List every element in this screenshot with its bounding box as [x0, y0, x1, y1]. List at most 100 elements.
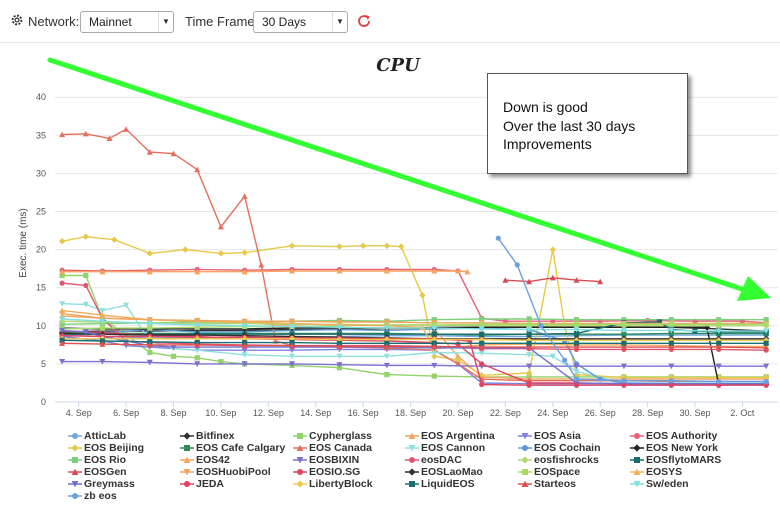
data-point — [495, 235, 501, 241]
timeframe-select[interactable]: 30 Days ▼ — [253, 11, 348, 33]
data-point — [99, 312, 106, 318]
network-select[interactable]: Mainnet ▼ — [80, 11, 174, 33]
data-point — [431, 325, 438, 332]
data-point — [72, 493, 78, 499]
trend-arrow-head — [737, 276, 771, 301]
data-point — [573, 330, 580, 337]
data-point — [621, 378, 627, 384]
data-point — [397, 243, 405, 250]
data-point — [241, 352, 248, 358]
data-point — [146, 250, 154, 257]
data-point — [123, 126, 130, 132]
legend-label: Bitfinex — [196, 430, 235, 442]
x-tick-label: 10. Sep — [205, 408, 236, 418]
data-point — [383, 362, 390, 369]
data-point — [715, 328, 722, 335]
data-point — [218, 359, 224, 365]
data-point — [479, 340, 485, 346]
data-point — [71, 468, 79, 475]
series-eos42[interactable] — [59, 267, 471, 275]
legend-symbol — [68, 468, 82, 475]
data-point — [431, 362, 438, 369]
data-point — [194, 347, 201, 354]
data-point — [526, 352, 533, 358]
data-point — [194, 355, 200, 361]
legend-symbol — [630, 433, 644, 439]
series-sw-eden[interactable] — [59, 316, 770, 335]
data-point — [431, 267, 438, 274]
data-point — [763, 328, 770, 335]
legend-label: AtticLab — [84, 430, 126, 442]
data-point — [71, 481, 79, 488]
data-point — [146, 268, 153, 275]
data-point — [289, 342, 296, 349]
data-point — [573, 376, 580, 382]
timeframe-select-value: 30 Days — [262, 15, 307, 29]
data-point — [258, 261, 265, 268]
data-point — [408, 432, 416, 439]
series-zb-eos[interactable] — [495, 235, 769, 385]
refresh-icon[interactable] — [356, 13, 372, 29]
data-point — [621, 317, 627, 323]
legend-label: Cypherglass — [309, 430, 373, 442]
data-point — [525, 369, 533, 377]
legend-label: EOSBIXIN — [309, 454, 360, 466]
data-point — [170, 150, 177, 157]
data-point — [296, 444, 304, 451]
data-point — [72, 433, 78, 439]
data-point — [194, 322, 201, 329]
x-tick-label: 12. Sep — [253, 408, 284, 418]
data-point — [633, 481, 641, 488]
data-point — [573, 327, 580, 333]
x-tick-label: 28. Sep — [632, 408, 663, 418]
data-point — [715, 344, 722, 350]
series-line — [62, 318, 767, 332]
data-point — [621, 321, 627, 327]
data-point — [170, 344, 177, 351]
data-point — [111, 236, 118, 243]
data-point — [703, 324, 711, 331]
legend-label: EOS Asia — [534, 430, 581, 442]
data-point — [289, 347, 296, 354]
data-point — [147, 339, 153, 345]
data-point — [597, 278, 604, 285]
data-point — [573, 277, 580, 283]
data-point — [668, 363, 675, 370]
data-point — [620, 327, 627, 334]
data-point — [383, 353, 390, 360]
legend-label: EOS Cafe Calgary — [196, 442, 286, 454]
gear-icon[interactable] — [10, 13, 24, 27]
data-point — [146, 359, 153, 366]
data-point — [431, 331, 437, 337]
data-point — [288, 242, 296, 250]
legend-label: EOS Authority — [646, 430, 718, 442]
series-eosgen[interactable] — [502, 274, 604, 285]
legend-symbol — [68, 433, 82, 439]
data-point — [408, 445, 416, 452]
series-starteos[interactable] — [59, 340, 770, 351]
legend-label: zb eos — [84, 490, 117, 502]
legend-label: EOS Canada — [309, 442, 373, 454]
legend-label: JEDA — [196, 478, 225, 490]
data-point — [146, 320, 153, 327]
data-point — [59, 359, 66, 365]
data-point — [479, 316, 485, 322]
series-eosbixin[interactable] — [59, 359, 770, 370]
data-point — [72, 457, 78, 463]
data-point — [194, 268, 201, 275]
data-point — [538, 323, 544, 329]
data-point — [241, 347, 248, 354]
y-tick-label: 10 — [36, 321, 46, 331]
data-point — [478, 350, 485, 357]
series-eos-beijing[interactable] — [58, 233, 770, 381]
legend-symbol — [68, 457, 82, 463]
data-point — [336, 267, 343, 274]
x-tick-label: 18. Sep — [395, 408, 426, 418]
data-point — [59, 307, 66, 314]
legend-symbol — [630, 444, 644, 452]
data-point — [241, 249, 248, 256]
legend-symbol — [293, 457, 307, 464]
data-point — [194, 341, 201, 348]
data-point — [573, 321, 580, 327]
data-point — [59, 131, 66, 138]
